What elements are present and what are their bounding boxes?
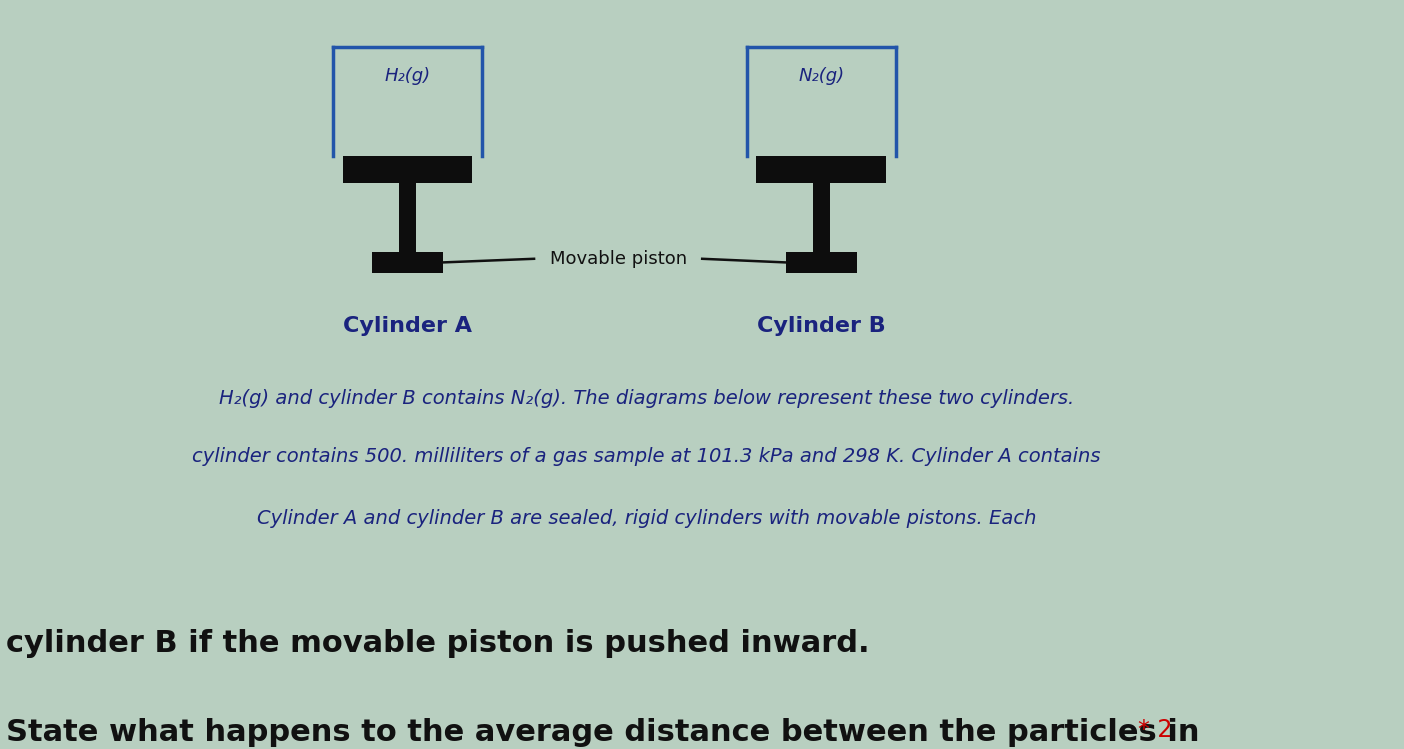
Bar (786, 252, 856, 273)
Text: State what happens to the average distance between the particles in: State what happens to the average distan… (7, 718, 1200, 748)
Text: Movable piston: Movable piston (549, 249, 687, 268)
Bar (372, 252, 442, 273)
Bar (343, 156, 472, 184)
Text: cylinder contains 500. milliliters of a gas sample at 101.3 kPa and 298 K. Cylin: cylinder contains 500. milliliters of a … (192, 447, 1101, 466)
Text: Cylinder B: Cylinder B (757, 316, 886, 336)
Text: cylinder B if the movable piston is pushed inward.: cylinder B if the movable piston is push… (7, 629, 870, 658)
Text: Cylinder A and cylinder B are sealed, rigid cylinders with movable pistons. Each: Cylinder A and cylinder B are sealed, ri… (257, 509, 1036, 528)
Text: N₂(g): N₂(g) (797, 67, 844, 85)
Text: * 2: * 2 (1139, 718, 1172, 742)
Bar (813, 184, 830, 252)
Bar (757, 156, 886, 184)
Text: H₂(g) and cylinder B contains N₂(g). The diagrams below represent these two cyli: H₂(g) and cylinder B contains N₂(g). The… (219, 389, 1074, 408)
Text: Cylinder A: Cylinder A (343, 316, 472, 336)
Bar (399, 184, 416, 252)
Text: H₂(g): H₂(g) (385, 67, 431, 85)
